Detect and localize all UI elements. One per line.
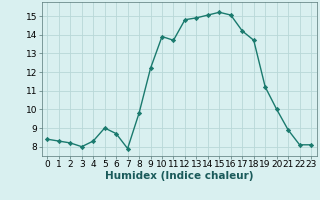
- X-axis label: Humidex (Indice chaleur): Humidex (Indice chaleur): [105, 171, 253, 181]
